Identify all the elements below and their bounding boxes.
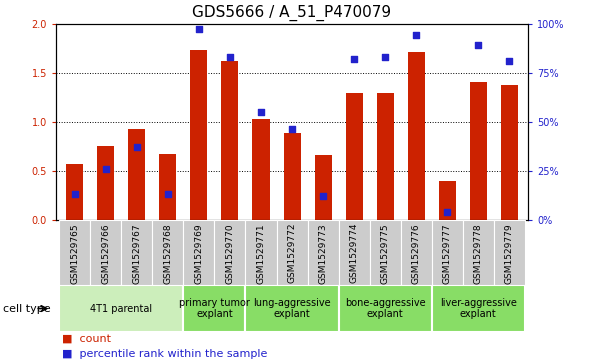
Text: GSM1529770: GSM1529770 — [225, 223, 234, 284]
Text: lung-aggressive
explant: lung-aggressive explant — [253, 298, 331, 319]
Point — [256, 109, 266, 115]
Bar — [59, 285, 183, 332]
Text: GSM1529768: GSM1529768 — [163, 223, 172, 284]
Bar — [339, 285, 432, 332]
Bar — [376, 93, 394, 220]
Point — [194, 26, 204, 32]
Bar — [253, 119, 270, 220]
Bar — [191, 50, 208, 220]
Text: bone-aggressive
explant: bone-aggressive explant — [345, 298, 425, 319]
Point — [163, 191, 172, 197]
Bar — [66, 164, 83, 220]
Bar — [463, 220, 494, 285]
Text: GSM1529779: GSM1529779 — [505, 223, 514, 284]
Text: GSM1529765: GSM1529765 — [70, 223, 79, 284]
Text: GSM1529766: GSM1529766 — [101, 223, 110, 284]
Bar — [221, 61, 238, 220]
Bar — [183, 285, 245, 332]
Bar — [408, 52, 425, 220]
Bar — [128, 130, 145, 220]
Text: GSM1529778: GSM1529778 — [474, 223, 483, 284]
Point — [101, 166, 110, 172]
Bar — [245, 220, 277, 285]
Text: GSM1529769: GSM1529769 — [194, 223, 204, 284]
Text: 4T1 parental: 4T1 parental — [90, 303, 152, 314]
Text: GSM1529777: GSM1529777 — [443, 223, 452, 284]
Text: primary tumor
explant: primary tumor explant — [179, 298, 250, 319]
Bar — [401, 220, 432, 285]
Bar — [152, 220, 183, 285]
Bar — [470, 82, 487, 220]
Bar — [346, 93, 363, 220]
Text: GSM1529773: GSM1529773 — [319, 223, 327, 284]
Text: GSM1529775: GSM1529775 — [381, 223, 390, 284]
Bar — [439, 182, 456, 220]
Bar — [284, 133, 300, 220]
Bar — [122, 220, 152, 285]
Bar — [314, 155, 332, 220]
Text: ■  percentile rank within the sample: ■ percentile rank within the sample — [62, 349, 267, 359]
Bar — [307, 220, 339, 285]
Text: GSM1529771: GSM1529771 — [257, 223, 266, 284]
Bar — [159, 154, 176, 220]
Point — [442, 209, 452, 215]
Text: liver-aggressive
explant: liver-aggressive explant — [440, 298, 517, 319]
Point — [70, 191, 80, 197]
Text: GSM1529772: GSM1529772 — [287, 223, 297, 284]
Bar — [97, 146, 114, 220]
Bar — [277, 220, 307, 285]
Point — [412, 32, 421, 38]
Point — [349, 56, 359, 62]
Point — [225, 54, 235, 60]
Point — [287, 127, 297, 132]
Bar — [370, 220, 401, 285]
Bar — [494, 220, 525, 285]
Point — [504, 58, 514, 64]
Point — [381, 54, 390, 60]
Text: ■  count: ■ count — [62, 334, 111, 344]
Point — [474, 42, 483, 48]
Text: GSM1529767: GSM1529767 — [132, 223, 141, 284]
Text: GSM1529774: GSM1529774 — [350, 223, 359, 284]
Point — [319, 193, 328, 199]
Bar — [245, 285, 339, 332]
Bar — [214, 220, 245, 285]
Bar — [90, 220, 122, 285]
Bar — [339, 220, 370, 285]
Bar — [183, 220, 214, 285]
Bar — [432, 220, 463, 285]
Bar — [59, 220, 90, 285]
Bar — [501, 85, 518, 220]
Text: GSM1529776: GSM1529776 — [412, 223, 421, 284]
Bar — [432, 285, 525, 332]
Text: cell type: cell type — [3, 303, 51, 314]
Title: GDS5666 / A_51_P470079: GDS5666 / A_51_P470079 — [192, 5, 392, 21]
Point — [132, 144, 142, 150]
